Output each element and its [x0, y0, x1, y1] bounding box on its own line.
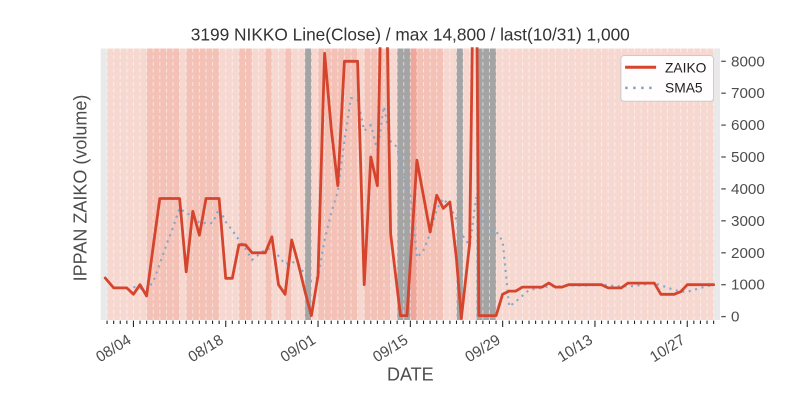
svg-text:3000: 3000 — [731, 213, 765, 230]
svg-text:3199 NIKKO Line(Close) / max 1: 3199 NIKKO Line(Close) / max 14,800 / la… — [191, 25, 630, 45]
svg-text:2000: 2000 — [731, 245, 765, 262]
svg-text:7000: 7000 — [731, 85, 765, 102]
svg-text:4000: 4000 — [731, 181, 765, 198]
svg-text:8000: 8000 — [731, 53, 765, 70]
svg-text:ZAIKO: ZAIKO — [665, 60, 707, 75]
svg-text:IPPAN ZAIKO (volume): IPPAN ZAIKO (volume) — [71, 95, 91, 282]
svg-text:DATE: DATE — [387, 365, 434, 385]
svg-text:SMA5: SMA5 — [665, 81, 703, 96]
svg-text:5000: 5000 — [731, 149, 765, 166]
svg-text:0: 0 — [731, 309, 739, 326]
svg-text:1000: 1000 — [731, 277, 765, 294]
svg-text:6000: 6000 — [731, 117, 765, 134]
